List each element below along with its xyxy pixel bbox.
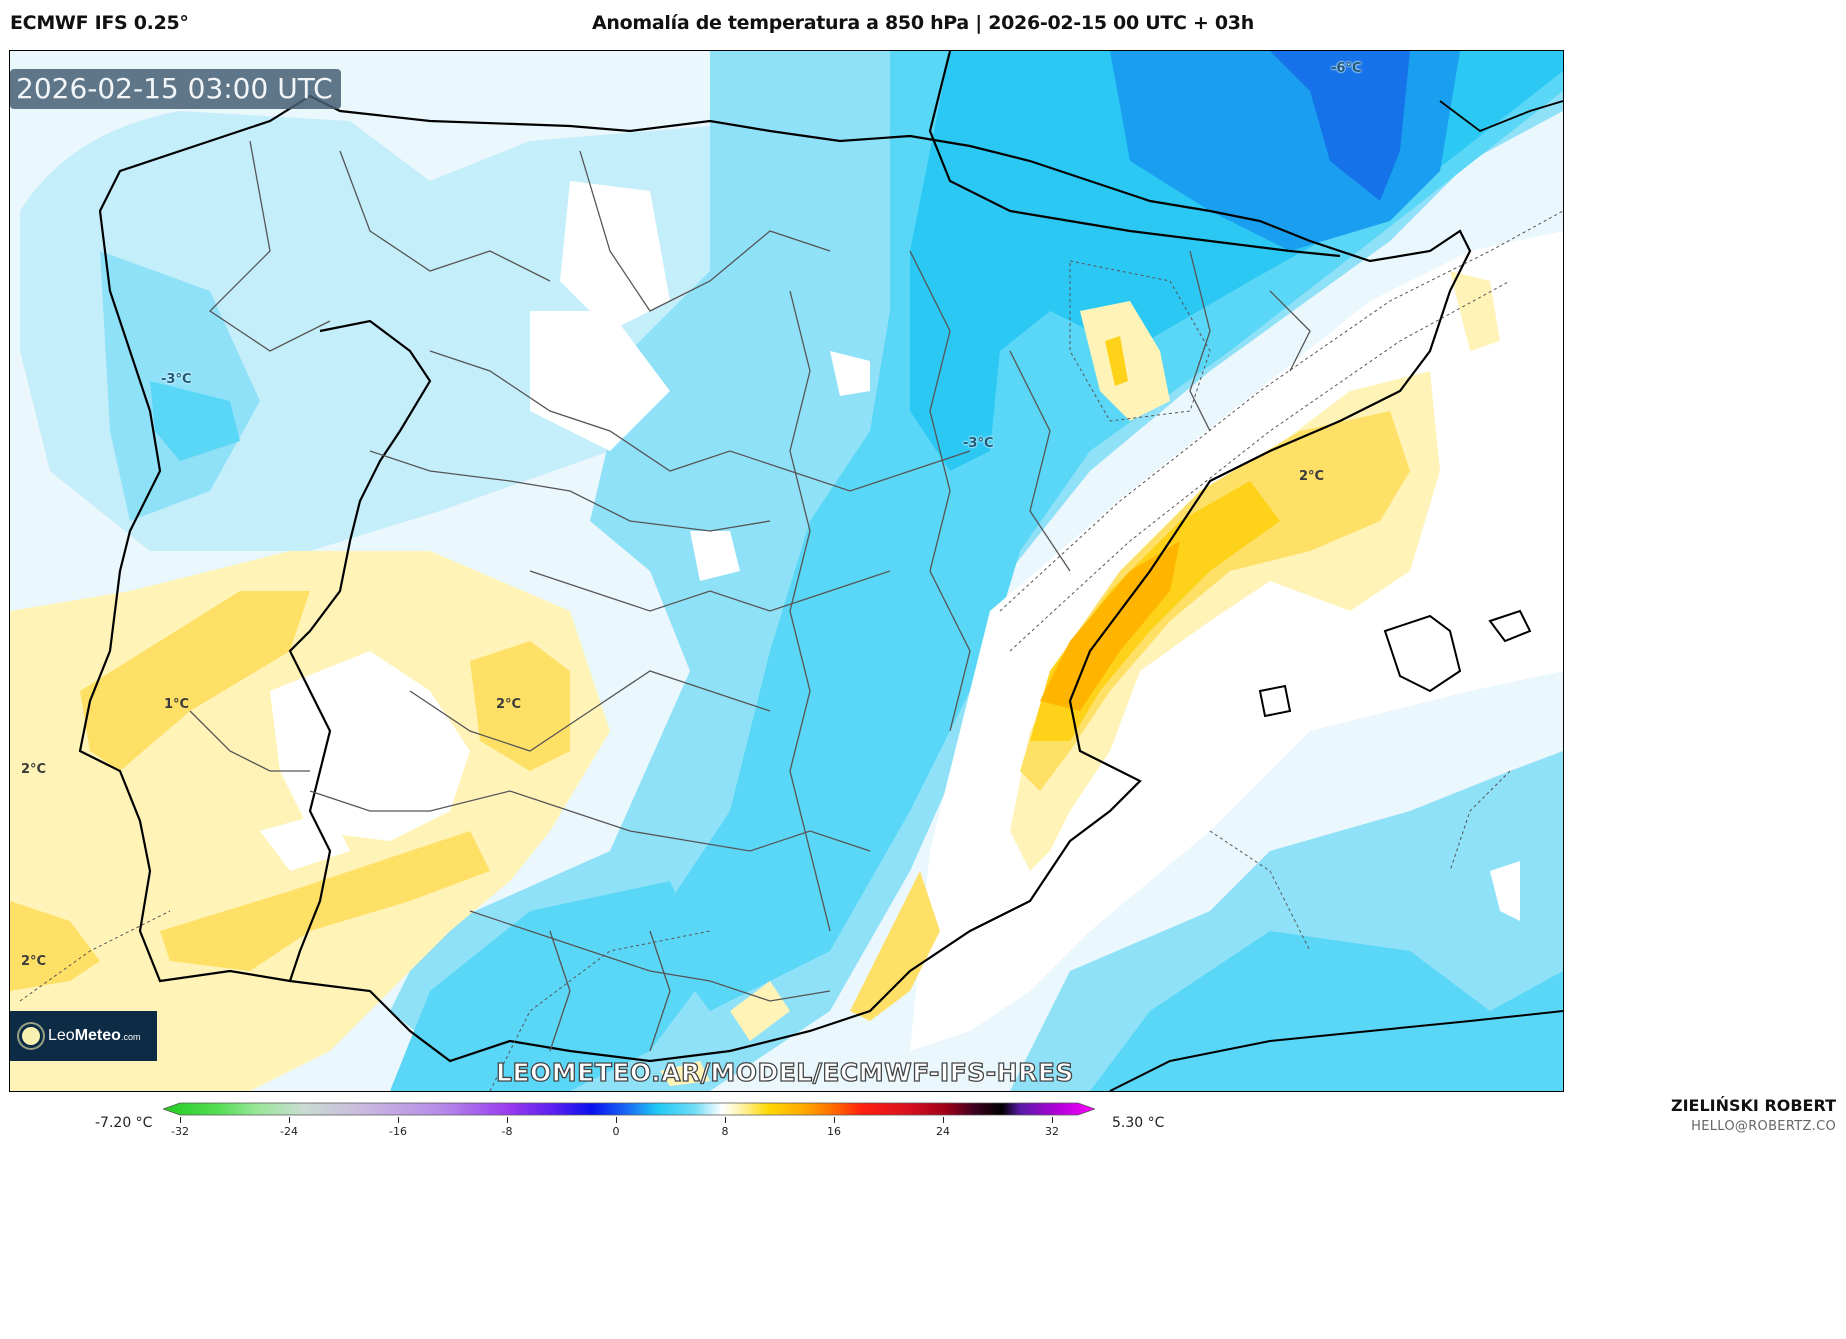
isotherm-label: 2°C (21, 954, 47, 969)
sun-icon (22, 1027, 40, 1045)
colorbar-min-label: -7.20 °C (95, 1115, 153, 1131)
isotherm-label: -6°C (1331, 61, 1362, 76)
isotherm-label: -3°C (963, 436, 994, 451)
model-name: ECMWF IFS 0.25° (10, 12, 189, 34)
chart-title: Anomalía de temperatura a 850 hPa | 2026… (592, 12, 1254, 34)
author-name: ZIELIŃSKI ROBERT (1670, 1096, 1836, 1115)
colorbar-tick (834, 1117, 835, 1123)
valid-time-badge: 2026-02-15 03:00 UTC (10, 69, 341, 109)
colorbar-max-label: 5.30 °C (1112, 1115, 1165, 1131)
colorbar-tick-label: 24 (936, 1125, 950, 1138)
model-url-watermark: LEOMETEO.AR/MODEL/ECMWF-IFS-HRES (495, 1057, 1074, 1087)
temperature-colorbar (163, 1102, 1095, 1116)
colorbar-tick-label: 8 (721, 1125, 729, 1138)
colorbar-tick (616, 1117, 617, 1123)
isotherm-label: 2°C (1299, 469, 1325, 484)
colorbar-tick (398, 1117, 399, 1123)
colorbar-tick-label: -32 (171, 1125, 189, 1138)
colorbar-tick (943, 1117, 944, 1123)
isotherm-label: 2°C (21, 762, 47, 777)
logo-text: LeoMeteo.com (48, 1027, 141, 1044)
temperature-anomaly-map (10, 51, 1563, 1091)
colorbar-tick-label: 0 (612, 1125, 620, 1138)
map-panel: 2026-02-15 03:00 UTC -6°C -3°C -3°C 2°C … (9, 50, 1564, 1092)
colorbar-tick-label: -8 (501, 1125, 513, 1138)
isotherm-label: -3°C (161, 372, 192, 387)
colorbar-tick (289, 1117, 290, 1123)
author-email: HELLO@ROBERTZ.CO (1691, 1119, 1836, 1134)
colorbar-tick-label: -24 (280, 1125, 298, 1138)
author-credit: ZIELIŃSKI ROBERT HELLO@ROBERTZ.CO (1671, 1096, 1836, 1134)
isotherm-label: 2°C (496, 697, 522, 712)
colorbar-tick-label: 32 (1045, 1125, 1059, 1138)
colorbar-tick (507, 1117, 508, 1123)
colorbar-tick-label: 16 (827, 1125, 841, 1138)
leometeo-logo: LeoMeteo.com (10, 1011, 157, 1061)
colorbar-tick (1052, 1117, 1053, 1123)
colorbar-tick (725, 1117, 726, 1123)
isotherm-label: 1°C (164, 697, 190, 712)
colorbar-tick-label: -16 (389, 1125, 407, 1138)
colorbar-tick (180, 1117, 181, 1123)
